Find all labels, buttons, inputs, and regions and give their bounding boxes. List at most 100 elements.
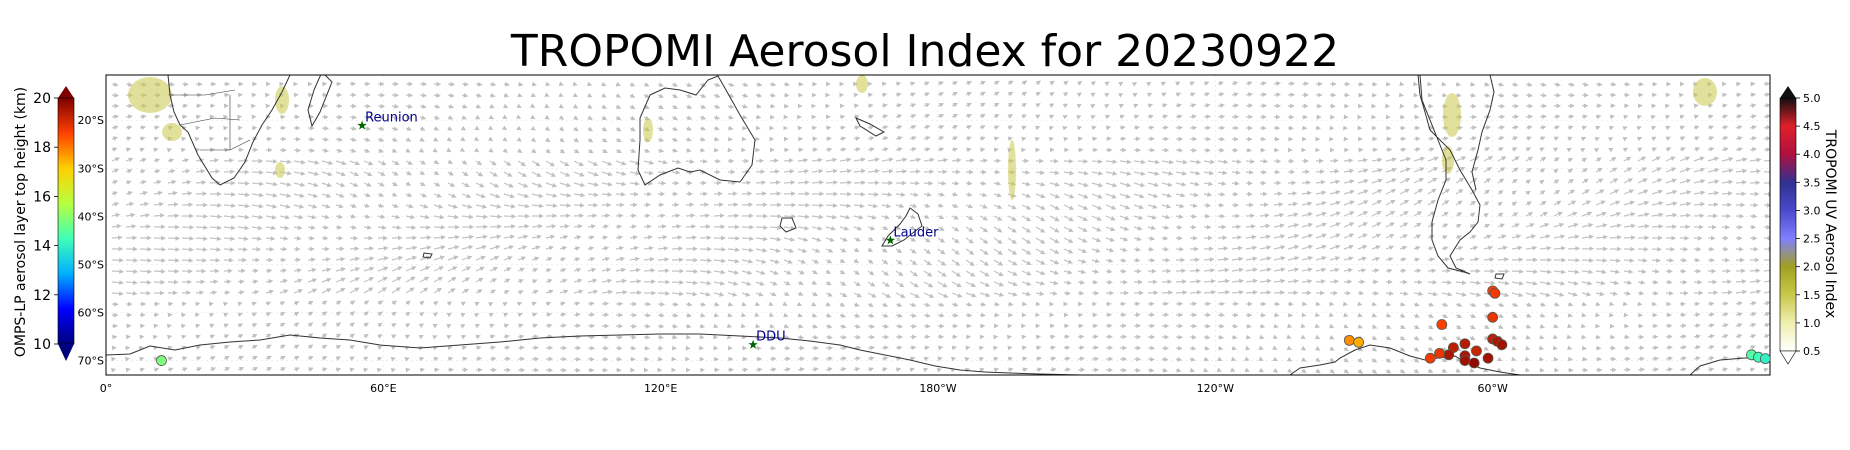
wind-arrow — [503, 345, 511, 351]
wind-arrow — [1651, 290, 1659, 296]
wind-arrow — [1301, 312, 1307, 318]
wind-arrow — [530, 114, 536, 120]
wind-arrow — [209, 136, 215, 142]
wind-arrow — [1497, 125, 1506, 130]
wind-arrow — [446, 147, 452, 153]
wind-arrow — [657, 334, 664, 340]
wind-arrow — [572, 103, 579, 109]
wind-arrow — [881, 192, 893, 197]
wind-arrow — [951, 114, 959, 119]
wind-arrow — [699, 258, 713, 263]
wind-arrow — [671, 334, 678, 340]
wind-arrow — [1077, 158, 1089, 164]
wind-arrow — [1763, 103, 1770, 108]
wind-arrow — [1300, 323, 1306, 329]
wind-arrow — [923, 345, 930, 351]
wind-arrow — [1175, 290, 1188, 295]
wind-arrow — [741, 367, 749, 373]
wind-arrow — [1231, 323, 1239, 329]
wind-arrow — [517, 92, 523, 98]
wind-arrow — [867, 114, 874, 120]
wind-arrow — [979, 114, 986, 119]
wind-arrow — [1580, 323, 1586, 329]
wind-arrow — [699, 126, 707, 131]
wind-arrow — [1679, 213, 1692, 218]
wind-arrow — [671, 104, 679, 110]
wind-arrow — [124, 356, 131, 362]
wind-arrow — [825, 125, 832, 131]
wind-arrow — [559, 126, 565, 132]
wind-arrow — [909, 345, 917, 351]
wind-arrow — [1539, 114, 1547, 120]
wind-arrow — [867, 192, 880, 197]
wind-arrow — [601, 104, 607, 109]
wind-arrow — [1105, 114, 1111, 120]
wind-arrow — [1090, 92, 1096, 98]
wind-arrow — [1413, 92, 1419, 98]
wind-arrow — [1189, 268, 1201, 273]
wind-arrow — [1581, 82, 1589, 87]
wind-arrow — [643, 345, 650, 351]
wind-arrow — [1693, 136, 1700, 141]
wind-arrow — [473, 136, 480, 142]
wind-arrow — [797, 147, 804, 153]
wind-arrow — [153, 125, 160, 131]
wind-arrow — [937, 81, 944, 86]
wind-arrow — [1189, 92, 1196, 97]
wind-arrow — [1693, 312, 1701, 318]
left-colorbar-label: OMPS-LP aerosol layer top height (km) — [13, 87, 29, 357]
wind-arrow — [447, 93, 455, 98]
wind-arrow — [265, 159, 278, 164]
wind-arrow — [755, 82, 763, 87]
wind-arrow — [951, 180, 960, 186]
omps-lp-point — [1436, 319, 1448, 330]
wind-arrow — [1007, 91, 1014, 97]
wind-arrow — [419, 356, 425, 362]
wind-arrow — [839, 334, 848, 340]
wind-arrow — [965, 312, 973, 318]
wind-arrow — [1553, 367, 1560, 373]
wind-arrow — [1427, 136, 1435, 142]
wind-arrow — [1525, 92, 1534, 98]
wind-arrow — [839, 114, 846, 120]
wind-arrow — [1259, 158, 1269, 164]
wind-arrow — [447, 356, 454, 362]
wind-arrow — [515, 114, 522, 119]
wind-arrow — [167, 202, 179, 207]
wind-arrow — [1049, 345, 1056, 351]
wind-arrow — [1553, 125, 1560, 130]
wind-arrow — [783, 214, 797, 219]
wind-arrow — [769, 81, 777, 87]
wind-arrow — [111, 114, 120, 120]
wind-arrow — [1132, 92, 1138, 98]
wind-arrow — [1118, 81, 1124, 87]
wind-arrow — [797, 334, 805, 340]
omps-lp-point — [1487, 311, 1499, 323]
wind-arrow — [1609, 81, 1617, 87]
wind-arrow — [755, 367, 763, 373]
wind-arrow — [615, 93, 622, 98]
wind-arrow — [937, 103, 945, 108]
wind-arrow — [629, 126, 636, 132]
wind-arrow — [293, 147, 302, 153]
wind-arrow — [601, 115, 608, 121]
wind-arrow — [1609, 114, 1615, 120]
wind-arrow — [797, 81, 804, 87]
left-colorbar-tick-label: 10 — [33, 337, 51, 353]
wind-arrow — [685, 235, 698, 240]
wind-arrow — [1034, 136, 1041, 142]
left-colorbar-bottom-arrow — [58, 344, 74, 361]
wind-arrow — [629, 213, 637, 219]
wind-arrow — [573, 126, 579, 132]
wind-arrow — [349, 246, 360, 252]
wind-arrow — [1371, 290, 1380, 296]
wind-arrow — [1538, 345, 1545, 351]
wind-arrow — [1679, 103, 1685, 109]
wind-arrow — [111, 82, 119, 87]
wind-arrow — [1021, 345, 1028, 351]
wind-arrow — [713, 136, 720, 142]
omps-lp-point — [1459, 355, 1471, 366]
wind-arrow — [1721, 125, 1729, 130]
wind-arrow — [1469, 125, 1478, 131]
wind-arrow — [615, 224, 623, 230]
